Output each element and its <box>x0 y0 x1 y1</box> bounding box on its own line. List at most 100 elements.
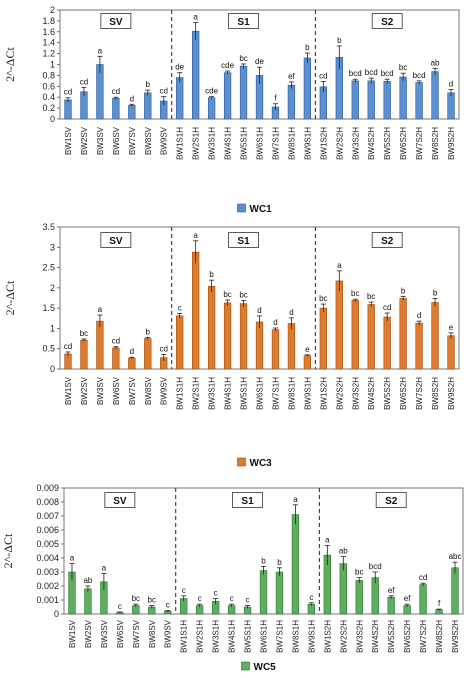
significance-letter: cd <box>160 87 168 96</box>
category-label: BW2S2H <box>335 127 344 160</box>
significance-letter: ab <box>83 576 92 585</box>
significance-letter: cd <box>319 71 327 80</box>
y-tick-label: 1.8 <box>42 16 55 26</box>
significance-letter: b <box>146 80 151 89</box>
bar <box>339 563 347 615</box>
significance-letter: c <box>182 586 186 595</box>
category-label: BW1S2H <box>319 127 328 160</box>
significance-letter: bc <box>367 292 375 301</box>
significance-letter: b <box>401 286 406 295</box>
category-label: BW3S1H <box>208 127 217 160</box>
category-label: BW5S1H <box>240 377 249 410</box>
category-label: BW8S2H <box>435 620 444 653</box>
y-tick-label: 0.007 <box>36 511 59 521</box>
bar <box>223 302 232 370</box>
y-tick-label: 0.006 <box>36 525 59 535</box>
y-tick-label: 3 <box>50 242 55 252</box>
significance-letter: d <box>257 306 261 315</box>
legend-swatch <box>237 203 246 213</box>
category-label: BW2S1H <box>192 377 201 410</box>
bar <box>399 76 407 120</box>
y-tick-label: 0.5 <box>42 344 55 354</box>
bar <box>239 303 248 370</box>
bar <box>207 97 216 120</box>
significance-letter: ef <box>388 586 395 595</box>
group-label-box <box>100 13 132 29</box>
group-label-box <box>371 232 403 248</box>
y-tick-label: 1.4 <box>42 38 55 48</box>
category-label: BW3S1H <box>212 620 221 653</box>
legend-label: WC1 <box>250 204 273 215</box>
bar <box>319 307 327 370</box>
bar <box>303 57 312 120</box>
category-label: BW4S2H <box>371 620 380 653</box>
category-label: BW2S1H <box>192 127 201 160</box>
category-label: BW6S2H <box>399 127 408 160</box>
bar <box>447 92 455 120</box>
group-label: S1 <box>237 17 250 28</box>
category-label: BW6SV <box>112 376 121 405</box>
significance-letter: c <box>118 602 122 611</box>
group-label: S1 <box>237 236 250 247</box>
significance-letter: cd <box>112 337 120 346</box>
category-label: BW6SV <box>116 619 125 648</box>
significance-letter: cd <box>383 303 391 312</box>
category-label: BW9S1H <box>303 127 312 160</box>
group-label-box <box>104 492 136 508</box>
group-label-box <box>375 492 407 508</box>
significance-letter: bc <box>319 294 327 303</box>
significance-letter: b <box>209 270 214 279</box>
category-label: BW5S1H <box>240 127 249 160</box>
group-label: S1 <box>241 496 254 507</box>
significance-letter: cde <box>221 61 234 70</box>
bar <box>415 82 423 120</box>
category-label: BW4S2H <box>367 377 376 410</box>
y-tick-label: 3.5 <box>42 222 55 232</box>
category-label: BW2S2H <box>335 377 344 410</box>
category-label: BW3S2H <box>355 620 364 653</box>
category-label: BW3S2H <box>351 377 360 410</box>
significance-letter: e <box>305 345 310 354</box>
category-label: BW2SV <box>80 376 89 405</box>
significance-letter: b <box>337 36 342 45</box>
significance-letter: b <box>261 556 266 565</box>
significance-letter: bc <box>148 596 156 605</box>
category-label: BW4S1H <box>228 620 237 653</box>
significance-letter: bc <box>351 289 359 298</box>
group-label-box <box>100 232 132 248</box>
chart-panel-1: 00.20.40.60.811.21.41.61.82 2^-ΔCt SV S1 S2 c… <box>3 5 460 215</box>
bar <box>355 580 363 615</box>
category-label: BW7SV <box>132 619 141 648</box>
category-label: BW6S2H <box>399 377 408 410</box>
significance-letter: a <box>193 13 198 22</box>
y-tick-label: 1.6 <box>42 27 55 37</box>
y-tick-label: 0.005 <box>36 539 59 549</box>
bar <box>112 97 120 120</box>
bar <box>451 567 459 615</box>
significance-letter: de <box>175 63 184 72</box>
y-tick-label: 1.5 <box>42 303 55 313</box>
category-label: BW3SV <box>96 376 105 405</box>
group-label-box <box>228 232 259 248</box>
significance-letter: b <box>146 327 151 336</box>
category-label: BW9S1H <box>303 377 312 410</box>
category-label: BW2SV <box>80 126 89 155</box>
group-label-box <box>228 13 259 29</box>
bar <box>431 71 439 120</box>
significance-letter: bc <box>399 63 407 72</box>
bar <box>383 81 391 120</box>
category-label: BW9S1H <box>307 620 316 653</box>
significance-letter: de <box>255 57 264 66</box>
significance-letter: a <box>70 554 75 563</box>
y-tick-label: 1 <box>50 323 55 333</box>
bar <box>307 603 316 615</box>
category-label: BW7S2H <box>415 127 424 160</box>
significance-letter: cd <box>80 77 88 86</box>
significance-letter: bcd <box>413 71 426 80</box>
bar <box>84 588 92 615</box>
bar <box>96 320 104 370</box>
category-label: BW3S2H <box>351 127 360 160</box>
bar <box>335 280 343 370</box>
category-label: BW9S2H <box>451 620 460 653</box>
